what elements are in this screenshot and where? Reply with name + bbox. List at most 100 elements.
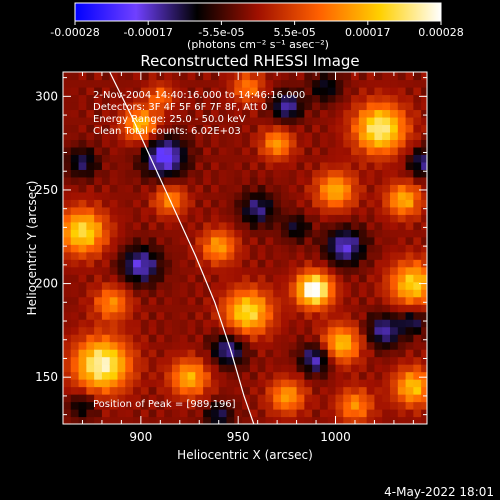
heatmap-cell — [397, 304, 407, 313]
heatmap-cell — [140, 116, 150, 126]
heatmap-cell — [133, 101, 142, 111]
heatmap-cell — [390, 326, 399, 335]
heatmap-cell — [210, 341, 220, 350]
heatmap-cell — [94, 386, 103, 395]
heatmap-cell — [101, 116, 111, 126]
heatmap-cell — [109, 319, 119, 328]
heatmap-cell — [226, 109, 235, 118]
heatmap-cell — [421, 326, 427, 335]
heatmap-cell — [86, 79, 95, 88]
heatmap-cell — [117, 116, 126, 126]
heatmap-cell — [109, 266, 119, 275]
heatmap-cell — [156, 259, 165, 268]
heatmap-cell — [109, 334, 119, 343]
heatmap-cell — [397, 176, 407, 185]
heatmap-cell — [203, 169, 212, 178]
heatmap-cell — [109, 326, 119, 335]
heatmap-cell — [374, 109, 383, 118]
heatmap-cell — [117, 191, 126, 200]
heatmap-cell — [319, 259, 329, 268]
heatmap-cell — [156, 266, 165, 275]
heatmap-cell — [421, 379, 427, 388]
heatmap-cell — [390, 371, 399, 380]
heatmap-cell — [172, 124, 181, 133]
heatmap-cell — [304, 244, 313, 253]
heatmap-cell — [304, 72, 313, 81]
heatmap-cell — [319, 146, 329, 155]
heatmap-cell — [281, 139, 290, 148]
heatmap-cell — [203, 319, 212, 328]
heatmap-cell — [397, 371, 407, 380]
heatmap-cell — [281, 94, 290, 103]
heatmap-cell — [210, 266, 220, 275]
heatmap-cell — [133, 229, 142, 238]
heatmap-cell — [203, 109, 212, 118]
heatmap-cell — [140, 86, 150, 96]
heatmap-cell — [327, 79, 337, 88]
heatmap-cell — [101, 386, 111, 395]
heatmap-cell — [195, 161, 204, 170]
heatmap-cell — [249, 244, 259, 253]
heatmap-cell — [234, 131, 243, 140]
heatmap-cell — [343, 274, 352, 283]
heatmap-cell — [234, 79, 243, 88]
heatmap-cell — [366, 394, 376, 403]
heatmap-cell — [327, 401, 337, 410]
heatmap-cell — [156, 116, 165, 126]
heatmap-cell — [187, 161, 196, 170]
heatmap-cell — [133, 251, 142, 260]
heatmap-cell — [405, 116, 414, 126]
heatmap-cell — [281, 244, 290, 253]
heatmap-cell — [117, 109, 126, 118]
heatmap-cell — [94, 72, 103, 81]
heatmap-cell — [148, 266, 158, 275]
heatmap-cell — [109, 161, 119, 170]
heatmap-cell — [288, 349, 298, 358]
heatmap-cell — [172, 319, 181, 328]
heatmap-cell — [257, 154, 267, 163]
heatmap-cell — [203, 401, 212, 410]
heatmap-cell — [218, 176, 228, 185]
heatmap-cell — [63, 191, 72, 200]
heatmap-cell — [405, 229, 414, 238]
heatmap-cell — [382, 191, 391, 200]
heatmap-cell — [265, 379, 274, 388]
heatmap-cell — [179, 251, 189, 260]
heatmap-cell — [164, 289, 173, 298]
heatmap-cell — [257, 146, 267, 155]
heatmap-cell — [257, 251, 267, 260]
heatmap-cell — [343, 101, 352, 111]
heatmap-cell — [156, 161, 165, 170]
heatmap-cell — [374, 401, 383, 410]
heatmap-cell — [265, 259, 274, 268]
heatmap-cell — [226, 229, 235, 238]
heatmap-cell — [304, 341, 313, 350]
heatmap-cell — [187, 364, 196, 373]
heatmap-cell — [133, 364, 142, 373]
heatmap-cell — [86, 139, 95, 148]
heatmap-cell — [226, 416, 235, 424]
heatmap-cell — [273, 319, 282, 328]
heatmap-cell — [187, 94, 196, 103]
heatmap-cell — [148, 169, 158, 178]
heatmap-cell — [397, 116, 407, 126]
heatmap-cell — [405, 266, 414, 275]
heatmap-cell — [242, 109, 251, 118]
heatmap-cell — [312, 206, 321, 215]
heatmap-cell — [374, 334, 383, 343]
heatmap-cell — [319, 221, 329, 230]
heatmap-cell — [281, 229, 290, 238]
heatmap-cell — [156, 86, 165, 96]
heatmap-cell — [234, 146, 243, 155]
heatmap-cell — [358, 131, 368, 140]
heatmap-cell — [94, 379, 103, 388]
heatmap-cell — [413, 199, 422, 208]
heatmap-cell — [343, 131, 352, 140]
heatmap-cell — [234, 379, 243, 388]
heatmap-cell — [63, 214, 72, 223]
heatmap-cell — [195, 304, 204, 313]
heatmap-cell — [312, 94, 321, 103]
heatmap-cell — [179, 281, 189, 290]
heatmap-cell — [374, 364, 383, 373]
heatmap-cell — [164, 101, 173, 111]
